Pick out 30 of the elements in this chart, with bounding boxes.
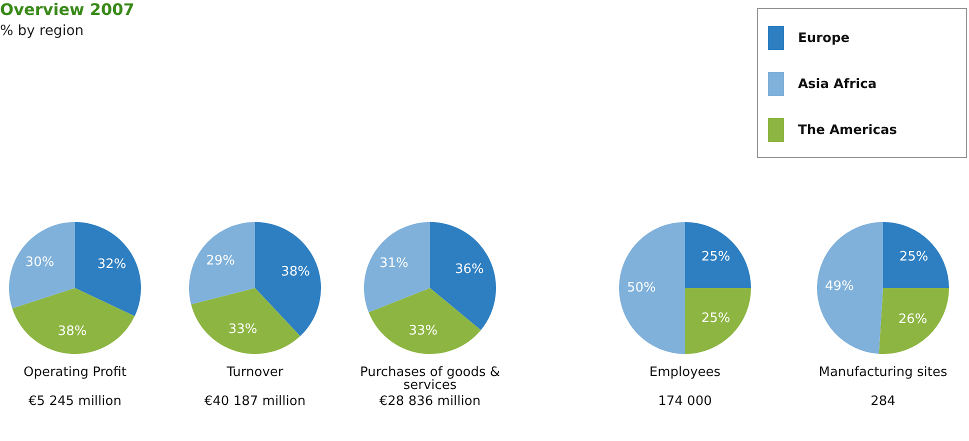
text: €28 836 million — [378, 394, 482, 409]
data-label: 25% — [701, 250, 730, 265]
data-label: 36% — [454, 262, 484, 277]
text: Employees — [648, 365, 722, 382]
data-label: 50% — [626, 280, 656, 296]
data-label: 26% — [898, 312, 928, 328]
text: Overview 2007 — [0, 0, 134, 19]
text: 174 000 — [657, 394, 713, 409]
text: €5 245 million — [28, 394, 122, 409]
data-label: 49% — [825, 279, 854, 294]
data-label: 25% — [701, 311, 730, 326]
data-label: 32% — [97, 257, 126, 272]
legend-label: Europe — [798, 30, 850, 46]
text: Purchases of goods & services — [358, 365, 502, 394]
text: Manufacturing sites — [818, 365, 948, 382]
legend-label: Asia Africa — [798, 76, 877, 92]
text: % by region — [0, 23, 85, 39]
data-label: 33% — [408, 323, 438, 338]
data-label: 29% — [206, 254, 236, 269]
data-label: 25% — [899, 250, 928, 265]
data-label: 31% — [380, 256, 408, 271]
text: €40 187 million — [203, 394, 307, 409]
text: 284 — [870, 394, 896, 409]
data-label: 38% — [58, 324, 87, 339]
data-label: 30% — [25, 254, 54, 270]
data-label: 33% — [228, 322, 258, 338]
text: Operating Profit — [22, 365, 128, 382]
text: Turnover — [226, 365, 284, 382]
data-label: 38% — [281, 264, 310, 280]
legend-label: The Americas — [798, 122, 897, 138]
